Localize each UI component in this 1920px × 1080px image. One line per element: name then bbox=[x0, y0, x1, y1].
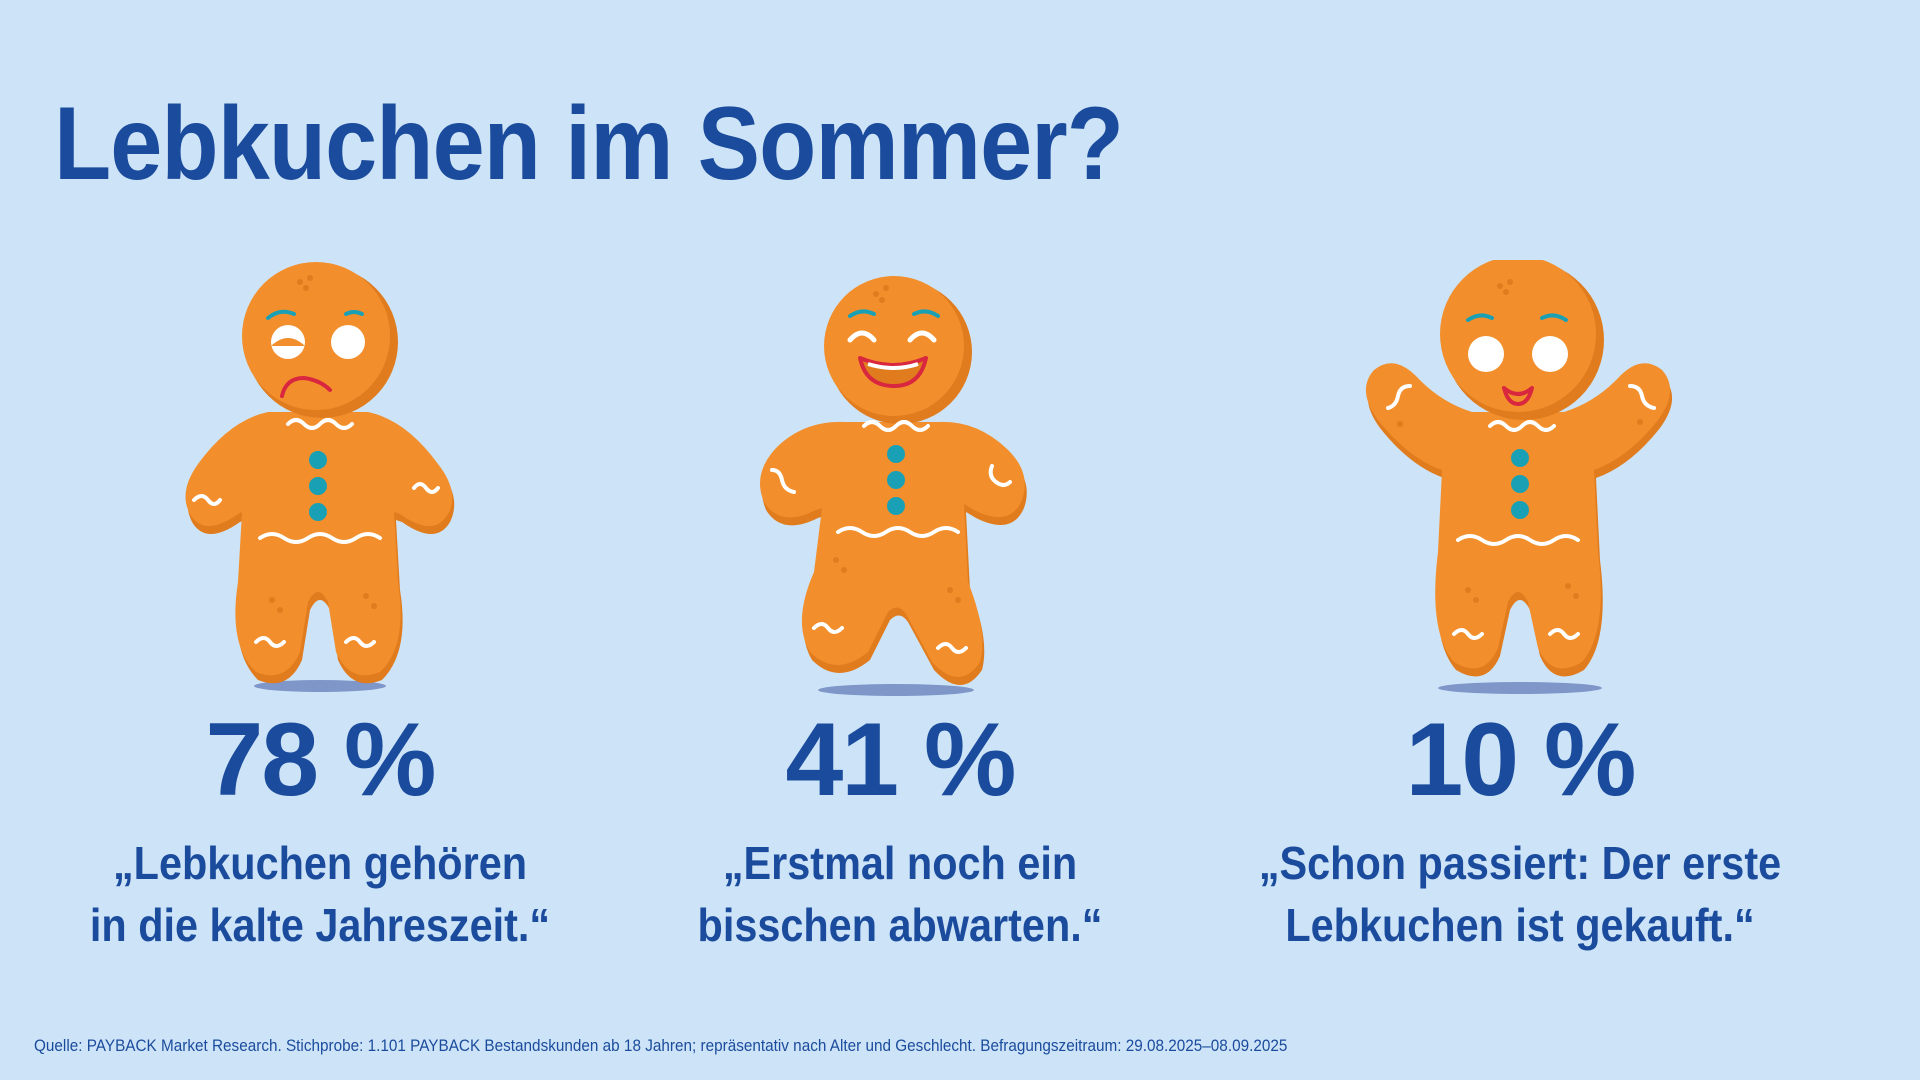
page-title: Lebkuchen im Sommer? bbox=[54, 86, 1124, 202]
stat-panel-3: 10 % „Schon passiert: Der erste Lebkuche… bbox=[1210, 260, 1830, 980]
stat-panel-2: 41 % „Erstmal noch ein bisschen abwarten… bbox=[590, 260, 1210, 980]
source-note: Quelle: PAYBACK Market Research. Stichpr… bbox=[34, 1036, 1288, 1055]
sad-gingerbread-icon bbox=[140, 260, 500, 700]
happy-gingerbread-icon bbox=[1340, 260, 1700, 700]
stat-quote: „Schon passiert: Der erste Lebkuchen ist… bbox=[1241, 832, 1799, 956]
stat-quote-line-2: Lebkuchen ist gekauft.“ bbox=[1285, 899, 1755, 951]
stat-quote-line-1: „Erstmal noch ein bbox=[722, 837, 1078, 889]
stat-quote: „Erstmal noch ein bisschen abwarten.“ bbox=[621, 832, 1179, 956]
stat-percent: 41 % bbox=[785, 702, 1016, 818]
laughing-gingerbread-icon bbox=[720, 260, 1080, 700]
stat-percent: 78 % bbox=[205, 702, 436, 818]
stat-panel-1: 78 % „Lebkuchen gehören in die kalte Jah… bbox=[10, 260, 630, 980]
stat-quote-line-1: „Schon passiert: Der erste bbox=[1258, 837, 1782, 889]
stat-quote-line-2: bisschen abwarten.“ bbox=[697, 899, 1103, 951]
stat-percent: 10 % bbox=[1405, 702, 1636, 818]
stat-quote-line-2: in die kalte Jahreszeit.“ bbox=[89, 899, 551, 951]
stat-quote: „Lebkuchen gehören in die kalte Jahresze… bbox=[41, 832, 599, 956]
stat-quote-line-1: „Lebkuchen gehören bbox=[112, 837, 528, 889]
